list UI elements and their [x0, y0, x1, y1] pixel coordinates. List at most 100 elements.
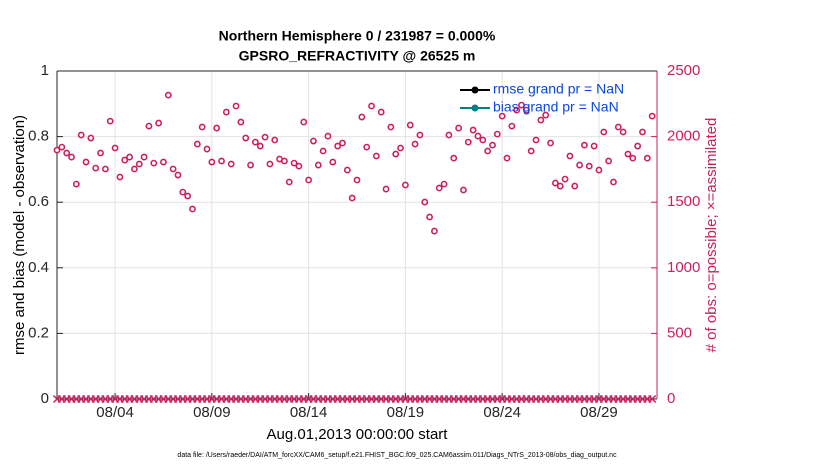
footnote: data file: /Users/raeder/DAI/ATM_forcXX/… [177, 452, 617, 459]
possible-marker [251, 138, 259, 146]
possible-marker [474, 132, 482, 140]
possible-marker [135, 160, 143, 168]
possible-marker [97, 149, 104, 157]
possible-marker [329, 158, 337, 166]
legend-marker [471, 86, 479, 94]
y2-tick-label: 0 [667, 390, 675, 407]
possible-marker [305, 176, 313, 184]
possible-marker [377, 108, 385, 116]
possible-marker [310, 137, 317, 145]
possible-marker [639, 128, 646, 136]
possible-marker [334, 142, 342, 150]
possible-marker [213, 124, 221, 132]
possible-marker [101, 165, 109, 173]
possible-marker [551, 179, 559, 187]
possible-marker [421, 198, 429, 206]
possible-marker [527, 147, 535, 155]
possible-marker [455, 124, 463, 132]
possible-marker [581, 141, 588, 149]
possible-marker [164, 91, 172, 99]
possible-marker [610, 178, 617, 186]
possible-marker [629, 154, 637, 162]
possible-marker [82, 158, 90, 166]
possible-marker [53, 146, 61, 154]
x-tick-label: 08/24 [483, 404, 521, 421]
x-tick-label: 08/04 [96, 404, 134, 421]
x-tick-label: 08/19 [387, 404, 425, 421]
possible-marker [634, 142, 642, 150]
possible-marker [353, 176, 361, 184]
possible-marker [460, 186, 467, 194]
possible-marker [92, 164, 100, 172]
possible-marker [368, 102, 375, 110]
possible-marker [614, 123, 622, 131]
possible-marker [169, 165, 177, 173]
possible-marker [87, 134, 95, 142]
possible-marker [493, 130, 501, 138]
possible-marker [518, 101, 525, 109]
possible-marker [619, 128, 627, 136]
possible-marker [348, 194, 356, 202]
possible-marker [77, 131, 85, 139]
possible-marker [561, 175, 569, 183]
possible-marker [522, 106, 530, 114]
possible-marker [576, 161, 583, 169]
possible-marker [160, 158, 167, 166]
y-tick-label: 0.2 [28, 324, 49, 341]
possible-marker [58, 143, 66, 151]
y2-axis-label: # of obs: o=possible; ×=assimilated [703, 118, 720, 353]
possible-marker [542, 111, 550, 119]
possible-marker [513, 106, 521, 114]
possible-marker [261, 133, 269, 141]
possible-marker [189, 205, 196, 213]
possible-marker [489, 141, 496, 149]
legend-label: bias grand pr = NaN [493, 99, 619, 115]
y-axis-label: rmse and bias (model - observation) [11, 115, 28, 355]
possible-marker [464, 138, 472, 146]
possible-marker [498, 112, 506, 120]
possible-marker [285, 178, 293, 186]
possible-marker [131, 165, 138, 173]
possible-marker [319, 147, 327, 155]
possible-marker [121, 156, 129, 164]
possible-marker [193, 140, 201, 148]
possible-marker [343, 166, 351, 174]
possible-marker [358, 113, 366, 121]
possible-marker [140, 153, 148, 161]
assimilated-marker [648, 394, 657, 404]
possible-marker [585, 162, 593, 170]
chart-title: Northern Hemisphere 0 / 231987 = 0.000% [219, 28, 496, 44]
possible-marker [556, 182, 564, 190]
possible-marker [600, 128, 608, 136]
possible-marker [445, 131, 453, 139]
legend-marker [471, 104, 479, 112]
possible-marker [208, 158, 216, 166]
possible-marker [218, 157, 225, 165]
x-tick-label: 08/14 [290, 404, 328, 421]
possible-marker [648, 112, 656, 120]
possible-marker [116, 173, 124, 181]
possible-marker [155, 119, 163, 127]
y2-tick-label: 1500 [667, 193, 700, 210]
x-tick-label: 08/29 [580, 404, 618, 421]
possible-marker [469, 126, 477, 134]
possible-marker [537, 116, 545, 124]
possible-marker [256, 142, 264, 150]
possible-marker [411, 140, 419, 148]
y-tick-label: 0.8 [28, 128, 49, 145]
possible-marker [72, 180, 80, 188]
possible-marker [595, 166, 603, 174]
possible-marker [126, 153, 133, 161]
possible-marker [222, 108, 230, 116]
possible-marker [198, 123, 206, 131]
possible-marker [232, 102, 240, 110]
possible-marker [479, 136, 487, 144]
y2-tick-label: 2500 [667, 62, 700, 79]
possible-marker [271, 136, 279, 144]
possible-marker [382, 185, 390, 193]
x-tick-label: 08/09 [193, 404, 231, 421]
possible-marker [435, 184, 443, 192]
x-axis-label: Aug.01,2013 00:00:00 start [267, 426, 449, 443]
possible-marker [401, 181, 409, 189]
possible-marker [145, 122, 153, 130]
